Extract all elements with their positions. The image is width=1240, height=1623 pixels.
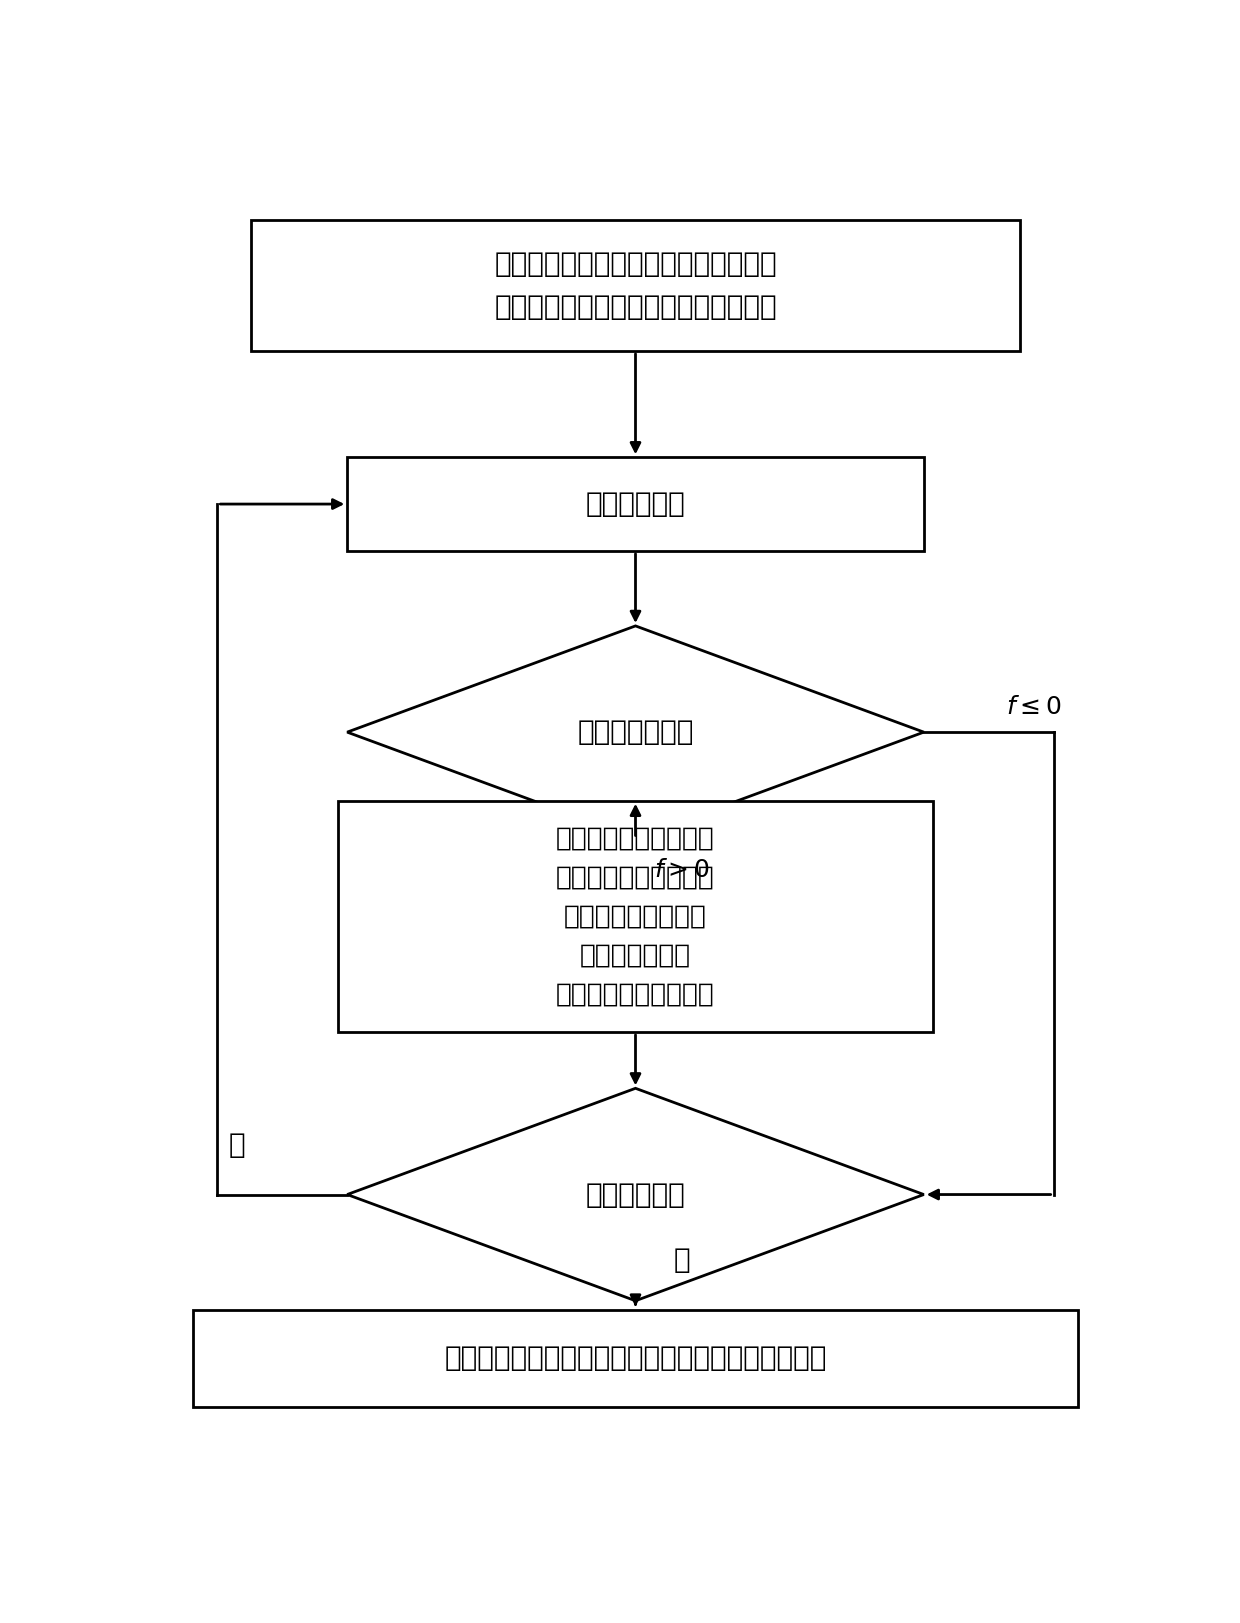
Text: 计算累积非弹性应变率
计算非弹性应变率张量
计算弹性应变率张量
计算背应力偏量
计算各向同性硬化参数: 计算累积非弹性应变率 计算非弹性应变率张量 计算弹性应变率张量 计算背应力偏量 … [556,826,715,1008]
Text: 计算应力张量: 计算应力张量 [585,490,686,518]
FancyBboxPatch shape [347,458,924,550]
Text: $f\leq0$: $f\leq0$ [1007,695,1063,719]
Text: $f>0$: $f>0$ [653,857,709,881]
Text: 否: 否 [228,1131,246,1159]
FancyBboxPatch shape [250,219,1019,351]
Text: 确定基本参数，读取热机多轴应变历程
初始化背应力偏量和各向同性硬化参数: 确定基本参数，读取热机多轴应变历程 初始化背应力偏量和各向同性硬化参数 [495,250,776,320]
FancyBboxPatch shape [193,1310,1078,1407]
Text: 加载是否完成: 加载是否完成 [585,1180,686,1209]
Polygon shape [347,626,924,839]
Text: 非弹性阶段判断: 非弹性阶段判断 [578,717,693,747]
Polygon shape [347,1089,924,1300]
FancyBboxPatch shape [337,800,934,1032]
Text: 获得考虑动态应变时效影响的热机多轴应力应变关系: 获得考虑动态应变时效影响的热机多轴应力应变关系 [444,1344,827,1371]
Text: 是: 是 [673,1245,689,1274]
